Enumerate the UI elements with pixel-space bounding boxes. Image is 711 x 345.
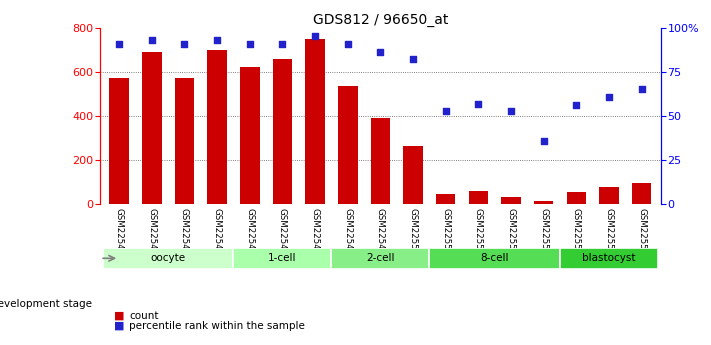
Text: GSM22544: GSM22544 bbox=[213, 208, 222, 255]
Text: GSM22557: GSM22557 bbox=[637, 208, 646, 255]
Text: GSM22542: GSM22542 bbox=[147, 208, 156, 255]
Point bbox=[473, 101, 484, 106]
Point bbox=[571, 102, 582, 108]
Text: GSM22549: GSM22549 bbox=[376, 208, 385, 255]
Text: GSM22553: GSM22553 bbox=[506, 208, 515, 255]
Bar bbox=[272, 59, 292, 204]
Text: 1-cell: 1-cell bbox=[268, 253, 296, 263]
Text: GSM22546: GSM22546 bbox=[278, 208, 287, 255]
Text: GSM22541: GSM22541 bbox=[114, 208, 124, 255]
Point bbox=[244, 41, 255, 46]
Text: GSM22548: GSM22548 bbox=[343, 208, 352, 255]
Bar bbox=[142, 52, 161, 204]
Text: ■: ■ bbox=[114, 311, 124, 321]
Bar bbox=[501, 197, 520, 204]
Bar bbox=[109, 78, 129, 204]
Bar bbox=[469, 191, 488, 204]
Text: percentile rank within the sample: percentile rank within the sample bbox=[129, 321, 305, 331]
Bar bbox=[632, 183, 651, 204]
Bar bbox=[560, 247, 658, 269]
Text: GSM22555: GSM22555 bbox=[572, 208, 581, 255]
Title: GDS812 / 96650_at: GDS812 / 96650_at bbox=[313, 12, 448, 27]
Bar bbox=[567, 192, 586, 204]
Point bbox=[604, 94, 615, 99]
Text: GSM22543: GSM22543 bbox=[180, 208, 189, 255]
Text: GSM22551: GSM22551 bbox=[442, 208, 450, 255]
Text: GSM22556: GSM22556 bbox=[604, 208, 614, 255]
Point bbox=[538, 138, 550, 144]
Bar bbox=[429, 247, 560, 269]
Bar bbox=[208, 50, 227, 204]
Bar bbox=[436, 194, 456, 204]
Point bbox=[636, 87, 647, 92]
Text: GSM22554: GSM22554 bbox=[539, 208, 548, 255]
Point bbox=[146, 37, 157, 43]
Text: 8-cell: 8-cell bbox=[481, 253, 509, 263]
Point bbox=[178, 41, 190, 46]
Bar bbox=[370, 118, 390, 204]
Text: GSM22550: GSM22550 bbox=[409, 208, 417, 255]
Text: development stage: development stage bbox=[0, 299, 92, 308]
Bar bbox=[331, 247, 429, 269]
Text: GSM22545: GSM22545 bbox=[245, 208, 255, 255]
Text: count: count bbox=[129, 311, 159, 321]
Bar bbox=[240, 67, 260, 204]
Point bbox=[407, 57, 419, 62]
Text: GSM22547: GSM22547 bbox=[311, 208, 319, 255]
Point bbox=[211, 37, 223, 43]
Point bbox=[309, 34, 321, 39]
Point bbox=[506, 108, 517, 114]
Bar bbox=[403, 146, 423, 204]
Bar bbox=[534, 201, 553, 204]
Text: ■: ■ bbox=[114, 321, 124, 331]
Bar bbox=[338, 86, 358, 204]
Text: oocyte: oocyte bbox=[151, 253, 186, 263]
Bar bbox=[599, 187, 619, 204]
Text: GSM22552: GSM22552 bbox=[474, 208, 483, 255]
Point bbox=[440, 108, 451, 114]
Bar bbox=[305, 39, 325, 204]
Point bbox=[114, 41, 125, 46]
Point bbox=[342, 41, 353, 46]
Text: 2-cell: 2-cell bbox=[366, 253, 395, 263]
Point bbox=[277, 41, 288, 46]
Bar bbox=[233, 247, 331, 269]
Text: blastocyst: blastocyst bbox=[582, 253, 636, 263]
Point bbox=[375, 50, 386, 55]
Bar bbox=[175, 78, 194, 204]
Bar bbox=[103, 247, 233, 269]
